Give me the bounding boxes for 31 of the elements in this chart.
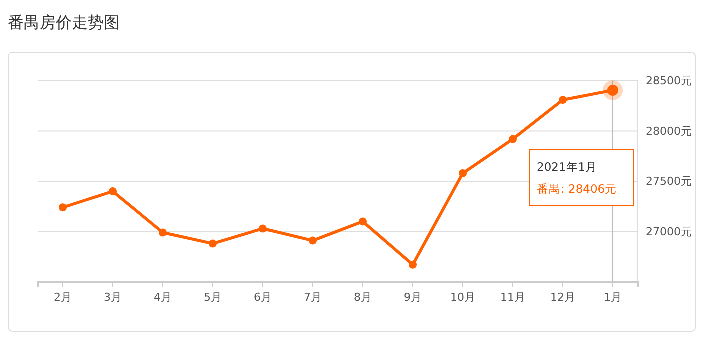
point bbox=[459, 169, 467, 178]
point bbox=[359, 218, 367, 226]
x-tick-label: 4月 bbox=[154, 290, 172, 304]
x-tick-label: 5月 bbox=[204, 290, 222, 304]
x-tick-label: 9月 bbox=[404, 290, 422, 304]
point bbox=[309, 236, 317, 245]
chart-title: 番禺房价走势图 bbox=[8, 13, 120, 32]
y-tick-label: 28500元 bbox=[646, 74, 692, 88]
annotation: 番禺: 28406元 bbox=[537, 182, 618, 196]
point bbox=[209, 240, 217, 248]
point bbox=[159, 228, 167, 237]
x-tick-label: 1月 bbox=[604, 290, 622, 304]
x-tick-label: 12月 bbox=[550, 290, 576, 304]
tooltip-card: 2021年1月 番禺: 28406元 bbox=[530, 150, 634, 206]
x-tick-label: 10月 bbox=[450, 290, 476, 304]
point bbox=[59, 204, 67, 212]
point bbox=[109, 188, 117, 196]
x-tick-label: 8月 bbox=[354, 290, 372, 304]
point bbox=[509, 135, 517, 144]
x-tick-label: 6月 bbox=[254, 290, 272, 304]
annotation: 2021年1月 bbox=[537, 160, 598, 174]
point bbox=[259, 224, 267, 233]
x-tick-label: 11月 bbox=[500, 290, 526, 304]
y-tick-label: 27000元 bbox=[646, 225, 692, 238]
x-tick-label: 7月 bbox=[304, 290, 322, 304]
x-tick-label: 2月 bbox=[54, 290, 72, 304]
y-tick-label: 27500元 bbox=[646, 175, 692, 188]
x-tick-label: 3月 bbox=[104, 290, 122, 304]
point bbox=[409, 260, 417, 269]
point bbox=[559, 96, 567, 104]
y-tick-label: 28000元 bbox=[646, 124, 692, 138]
